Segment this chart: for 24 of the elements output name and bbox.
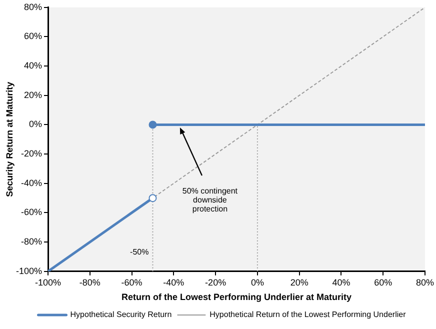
y-tick-label: -20%: [21, 148, 42, 159]
y-tick-label: 20%: [24, 90, 42, 100]
x-tick-label: -80%: [79, 277, 100, 288]
x-tick-label: 40%: [332, 277, 350, 288]
y-tick-label: 80%: [24, 2, 42, 12]
y-axis-title: Security Return at Maturity: [4, 82, 14, 197]
y-tick-label: -100%: [16, 266, 42, 276]
x-tick-label: 80%: [416, 277, 434, 288]
y-tick-label: 60%: [24, 31, 42, 42]
x-axis-title: Return of the Lowest Performing Underlier at Maturity: [121, 292, 352, 302]
x-tick-label: 60%: [374, 277, 392, 288]
y-tick-label: 40%: [24, 60, 42, 71]
x-tick-label: -20%: [205, 277, 226, 288]
legend-label: Hypothetical Security Return: [70, 310, 172, 320]
x-tick-label: -60%: [121, 277, 142, 288]
y-tick-label: -80%: [21, 236, 42, 247]
x-tick-label: 20%: [290, 277, 308, 288]
y-tick-label: -60%: [21, 207, 42, 218]
x-tick-label: 0%: [250, 277, 264, 288]
legend-label: Hypothetical Return of the Lowest Performing Underlier: [210, 310, 406, 320]
y-tick-label: -40%: [21, 178, 42, 188]
y-tick-label: 0%: [29, 119, 42, 130]
x-tick-label: -40%: [163, 277, 184, 288]
x-tick-label: -100%: [35, 277, 62, 288]
